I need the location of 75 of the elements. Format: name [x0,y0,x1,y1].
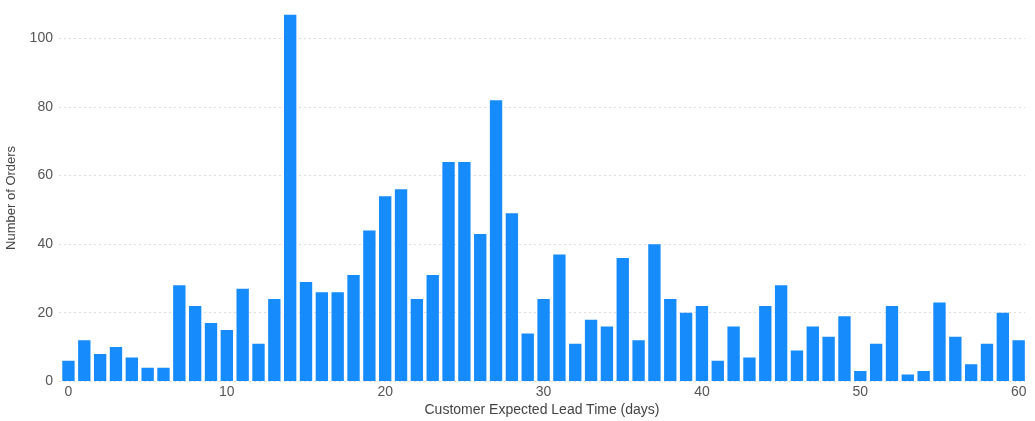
bar [458,161,471,381]
bar [901,374,914,381]
bar [268,299,281,381]
x-axis-title: Customer Expected Lead Time (days) [424,401,660,418]
bar [173,285,186,381]
y-tick-label: 80 [37,97,54,114]
bar [806,326,819,381]
bar [537,299,550,381]
bar [949,336,962,381]
bar [410,299,424,381]
bar [569,343,582,381]
x-tick-label: 50 [852,382,869,399]
bar [379,196,392,381]
bar [93,353,107,381]
bar [331,292,344,381]
bar [236,288,249,381]
bar [157,367,170,381]
bar [188,305,202,381]
bar [109,347,123,381]
bar [204,323,218,381]
bar [980,343,994,381]
bar [474,233,487,381]
bar [838,316,851,381]
bar [996,312,1010,381]
bar [759,305,772,381]
y-tick-label: 20 [37,303,54,320]
bar [62,360,75,381]
bar [347,275,360,381]
bar [664,299,677,381]
bar [727,326,740,381]
bar [695,305,709,381]
bar [489,100,503,381]
bar [885,305,899,381]
bar [964,364,978,381]
bar [869,343,883,381]
x-tick-label: 10 [219,382,235,399]
bar [125,357,138,381]
bar [711,360,724,381]
bar [426,275,439,381]
bar [505,213,519,381]
bar [774,285,788,381]
y-tick-label: 100 [29,29,54,46]
bar [584,319,598,381]
bar [600,326,614,381]
bar [252,343,265,381]
bar [315,292,329,381]
bar [679,312,693,381]
bar [521,333,534,381]
bar [284,14,297,381]
bar [363,230,376,381]
x-tick-label: 60 [1010,382,1027,399]
bar [299,281,313,381]
bar [790,350,804,381]
x-tick-label: 30 [535,382,552,399]
bar [648,244,661,381]
bar [632,340,645,381]
bar [394,189,408,381]
bar [442,161,455,381]
bar [743,357,756,381]
bar [854,371,867,381]
bar [822,336,835,381]
bar [220,329,233,381]
bar [1012,340,1025,381]
bar [933,302,946,381]
bar [616,257,629,381]
bar [553,254,566,381]
x-tick-label: 0 [64,382,73,399]
x-tick-label: 40 [694,382,710,399]
y-tick-label: 40 [37,235,54,252]
y-axis-title: Number of Orders [3,145,19,250]
bar [141,367,154,381]
y-tick-label: 60 [37,166,54,183]
bar [917,371,930,381]
x-tick-label: 20 [377,382,394,399]
bar [78,340,91,381]
